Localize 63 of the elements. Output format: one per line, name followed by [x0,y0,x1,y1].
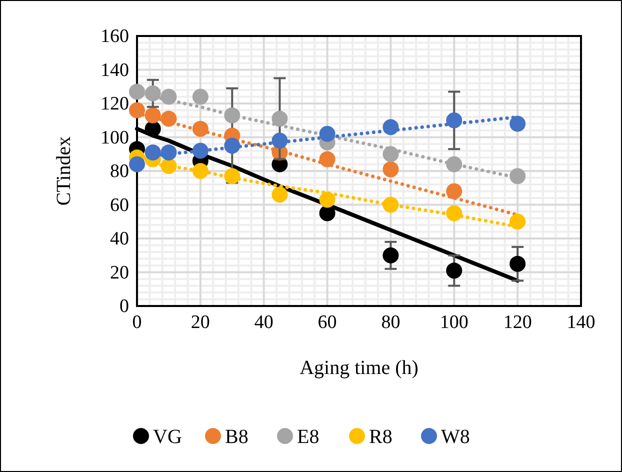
y-tick-label: 0 [120,296,129,317]
point [129,84,145,100]
x-tick-label: 40 [254,312,274,333]
legend-label: W8 [441,426,470,448]
point [382,247,399,264]
point [446,262,462,279]
y-axis-title: CTindex [53,136,75,206]
point [510,116,526,132]
point [272,110,288,127]
legend-label: VG [153,426,182,448]
point [144,120,161,137]
point [272,132,288,149]
point [224,107,240,124]
y-tick-label: 120 [100,94,129,114]
legend-label: R8 [369,426,392,448]
point [160,158,177,174]
point [144,107,161,124]
x-tick-label: 20 [190,312,210,333]
point [319,126,336,142]
y-tick-label: 80 [110,161,129,182]
point [446,205,462,222]
y-tick-label: 100 [100,127,129,148]
point [192,88,208,105]
y-tick-label: 20 [110,262,129,284]
x-tick-label: 80 [381,312,400,333]
y-tick-label: 60 [110,194,129,216]
point [382,196,399,213]
legend-label: E8 [297,426,320,448]
point [129,156,145,172]
y-tick-label: 40 [110,228,129,250]
point [224,138,240,154]
point [319,192,336,208]
x-tick-label: 140 [566,312,596,333]
point [224,168,240,184]
point [446,183,462,200]
point [510,256,526,272]
point [446,112,462,128]
point [192,120,208,137]
x-axis-title: Aging time (h) [300,357,418,379]
point [382,119,399,136]
point [192,163,208,179]
point [510,214,526,230]
point [192,142,208,159]
point [319,205,336,222]
x-tick-label: 100 [440,312,468,333]
y-tick-label: 140 [100,60,129,81]
y-tick-label: 160 [100,26,129,47]
point [144,85,161,102]
point [160,110,177,127]
point [510,168,526,184]
x-tick-label: 60 [318,312,337,333]
point [319,151,336,168]
point [446,156,462,172]
legend-label: B8 [225,426,248,448]
point [160,144,177,160]
point [272,186,288,203]
point [382,161,399,178]
point [144,144,161,160]
x-tick-label: 120 [503,312,532,333]
point [129,102,145,118]
x-tick-label: 0 [132,312,142,333]
point [160,88,177,105]
point [382,146,399,162]
